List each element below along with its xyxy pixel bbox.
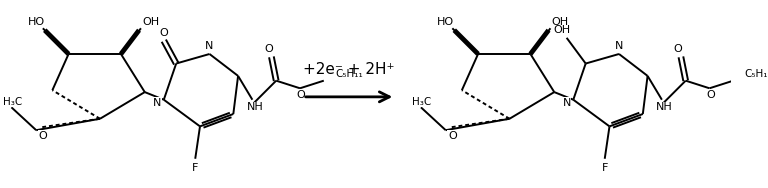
Text: N: N — [205, 41, 214, 51]
Text: O: O — [448, 131, 457, 141]
Text: H₃C: H₃C — [3, 97, 22, 107]
Text: N: N — [615, 41, 623, 51]
Text: O: O — [706, 90, 715, 100]
Text: O: O — [160, 28, 168, 38]
Text: H₃C: H₃C — [412, 97, 432, 107]
Text: O: O — [296, 90, 306, 100]
Text: OH: OH — [553, 25, 571, 35]
Text: C₅H₁₁: C₅H₁₁ — [335, 69, 363, 79]
Text: NH: NH — [657, 102, 673, 112]
Text: OH: OH — [142, 17, 159, 27]
Text: +2e⁻ + 2H⁺: +2e⁻ + 2H⁺ — [303, 62, 394, 77]
Text: N: N — [562, 98, 571, 108]
Text: HO: HO — [28, 17, 45, 27]
Text: O: O — [264, 44, 273, 54]
Text: NH: NH — [247, 102, 263, 112]
Text: N: N — [153, 98, 161, 108]
Text: F: F — [601, 163, 608, 173]
Text: O: O — [38, 131, 47, 141]
Text: F: F — [192, 163, 198, 173]
Text: O: O — [674, 44, 683, 54]
Text: HO: HO — [437, 17, 454, 27]
Text: OH: OH — [551, 17, 568, 27]
Text: C₅H₁₁: C₅H₁₁ — [745, 69, 768, 79]
